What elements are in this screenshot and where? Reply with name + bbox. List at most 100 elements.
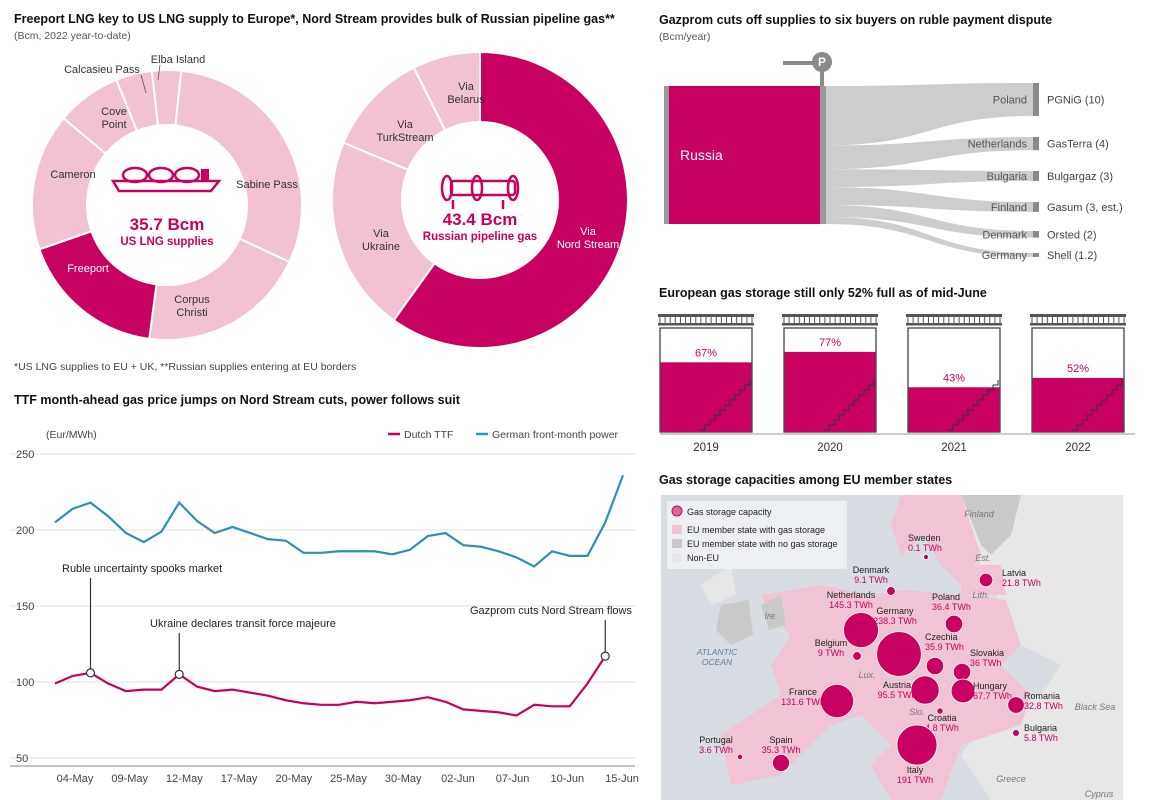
tank-grille-top: [1030, 314, 1126, 317]
lng-label-freeport: Freeport: [67, 263, 109, 275]
tank-grille-bottom: [658, 323, 754, 326]
pipeline-slice-via-nord-stream: [392, 50, 629, 349]
ttf-x-tick: 25-May: [330, 773, 367, 785]
pipeline-slice-via-belarus: [412, 50, 481, 132]
map-place-lith: Lith.: [972, 590, 989, 600]
map-value-czechia: 35.9 TWh: [925, 642, 964, 652]
ttf-x-tick: 04-May: [57, 773, 94, 785]
map-country-spain: Spain: [769, 735, 792, 745]
lng-slice-sabine-pass: [174, 69, 303, 264]
lng-label-cameron: Cameron: [50, 169, 95, 181]
pipeline-label-via-nord-stream: Via: [580, 226, 597, 238]
sankey-buyer-pgnig: PGNiG (10): [1047, 95, 1104, 107]
tank-staircase: [948, 380, 999, 431]
ttf-y-tick: 50: [16, 753, 28, 765]
tank-value-2019: 67%: [695, 347, 717, 359]
tank-fill-2022: [1032, 377, 1124, 432]
map-value-belgium: 9 TWh: [818, 648, 844, 658]
map-country-netherlands: Netherlands: [827, 590, 876, 600]
sankey-target-bar-denmark: [1033, 231, 1039, 238]
storage-bar-chart: 67% 2019 77% 2020 43% 2021 52% 2022: [658, 314, 1135, 454]
pipeline-label-via-nord-stream: Nord Stream: [557, 239, 619, 251]
tank-year-2021: 2021: [941, 442, 967, 454]
map-bubble-hungary: [950, 678, 976, 704]
ttf-line-chart: (Eur/MWh) Dutch TTF German front-month p…: [10, 429, 639, 785]
ttf-x-tick: 30-May: [385, 773, 422, 785]
lng-leader-elba-island: [157, 64, 161, 81]
russia-block: [668, 86, 820, 224]
map-place-cyprus: Cyprus: [1085, 789, 1114, 799]
pipeline-icon: [440, 174, 520, 209]
tank-value-2022: 52%: [1067, 363, 1089, 375]
tank-staircase: [1072, 380, 1123, 431]
pipeline-label-via-belarus: Belarus: [447, 94, 485, 106]
map-country-poland: Poland: [932, 592, 960, 602]
valve-icon: P: [783, 52, 832, 86]
legend-german-power: German front-month power: [492, 429, 619, 441]
europe-storage-map: Gas storage capacity EU member state wit…: [661, 495, 1123, 800]
ttf-annotation-label: Ukraine declares transit force majeure: [150, 618, 336, 630]
map-country-france: France: [789, 687, 817, 697]
ttf-annotation-label: Ruble uncertainty spooks market: [62, 563, 222, 575]
sankey-subtitle: (Bcm/year): [659, 31, 711, 43]
sankey-buyer-orsted: Orsted (2): [1047, 229, 1097, 241]
pipeline-label-via-turkstream: TurkStream: [376, 132, 433, 144]
ttf-y-tick: 250: [16, 449, 34, 461]
map-place-est: Est.: [975, 553, 991, 563]
map-value-sweden: 0.1 TWh: [908, 543, 942, 553]
tank-grille-top: [658, 314, 754, 317]
map-bubble-netherlands: [843, 612, 879, 648]
ttf-x-tick: 12-May: [166, 773, 203, 785]
sankey-target-bar-poland: [1033, 83, 1039, 116]
ttf-x-tick: 07-Jun: [496, 773, 530, 785]
map-country-austria: Austria: [883, 680, 911, 690]
sankey-flow-finland: [826, 187, 1033, 212]
pipeline-label-via-ukraine: Via: [373, 228, 390, 240]
map-bubble-czechia: [925, 656, 945, 676]
map-value-austria: 95.5 TWh: [878, 690, 917, 700]
lng-label-sabine-pass: Sabine Pass: [236, 179, 298, 191]
sankey-country-finland: Finland: [991, 202, 1027, 214]
lng-label-calcasieu-pass: Calcasieu Pass: [64, 64, 140, 76]
donut-panel-subtitle: (Bcm, 2022 year-to-date): [14, 30, 131, 42]
map-bubble-belgium: [852, 651, 862, 661]
map-bubble-denmark: [886, 586, 896, 596]
tank-grille-bottom: [906, 323, 1002, 326]
map-place-black-sea: Black Sea: [1075, 702, 1116, 712]
map-bubble-france: [819, 683, 855, 719]
map-country-slovakia: Slovakia: [970, 648, 1004, 658]
lng-ship-icon: [110, 166, 222, 193]
map-bubble-spain: [771, 753, 791, 773]
tank-grille-top: [782, 314, 878, 317]
map-country-bulgaria: Bulgaria: [1024, 723, 1057, 733]
sankey-flow-germany: [826, 216, 1033, 257]
pipeline-label-via-ukraine: Ukraine: [362, 241, 400, 253]
map-country-germany: Germany: [876, 606, 914, 616]
lng-center-label: US LNG supplies: [120, 236, 213, 248]
map-title: Gas storage capacities among EU member s…: [659, 473, 953, 487]
sankey-target-bar-netherlands: [1033, 137, 1039, 151]
sankey-country-bulgaria: Bulgaria: [987, 171, 1028, 183]
map-value-bulgaria: 5.8 TWh: [1024, 733, 1058, 743]
map-bubble-poland: [944, 614, 964, 634]
map-bubble-romania: [1007, 696, 1025, 714]
lng-leader-calcasieu-pass: [140, 74, 147, 94]
tank-year-2022: 2022: [1065, 442, 1091, 454]
tank-grille-top: [906, 314, 1002, 317]
ttf-annotation-marker: [174, 669, 184, 679]
map-bubble-croatia: [936, 707, 944, 715]
donut-panel-title: Freeport LNG key to US LNG supply to Eur…: [14, 12, 615, 26]
map-legend-eu-storage: EU member state with gas storage: [687, 525, 825, 535]
tank-grille-bottom: [782, 323, 878, 326]
map-place-ocean: OCEAN: [702, 657, 733, 667]
sankey-target-bar-germany: [1033, 253, 1039, 257]
ttf-chart-title: TTF month-ahead gas price jumps on Nord …: [14, 393, 460, 407]
tank-fill-2020: [784, 351, 876, 432]
ttf-y-tick: 150: [16, 601, 34, 613]
map-place-greece: Greece: [996, 774, 1026, 784]
map-legend-eu-no-storage: EU member state with no gas storage: [687, 539, 838, 549]
map-country-denmark: Denmark: [853, 565, 890, 575]
sankey-country-netherlands: Netherlands: [968, 139, 1028, 151]
ttf-x-tick: 15-Jun: [605, 773, 639, 785]
